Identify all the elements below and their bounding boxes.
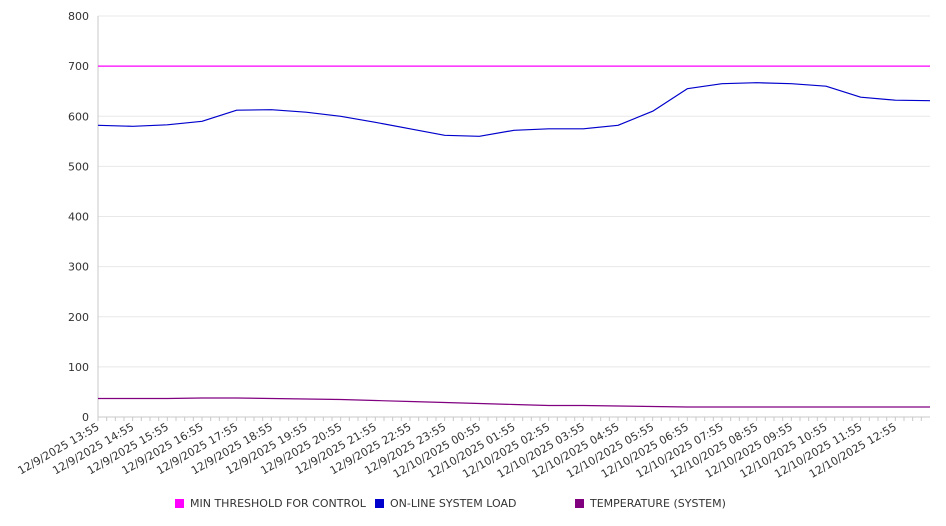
y-tick-label: 600	[68, 110, 89, 123]
y-tick-label: 300	[68, 261, 89, 274]
legend-item-load: ON-LINE SYSTEM LOAD	[375, 497, 516, 510]
y-tick-label: 0	[82, 411, 89, 424]
y-tick-label: 800	[68, 10, 89, 23]
series-line-temperature	[98, 397, 930, 408]
y-tick-label: 500	[68, 160, 89, 173]
legend-label-load: ON-LINE SYSTEM LOAD	[390, 497, 517, 510]
series-lines	[97, 65, 931, 408]
legend-item-threshold: MIN THRESHOLD FOR CONTROL	[175, 497, 366, 510]
y-tick-label: 700	[68, 60, 89, 73]
legend-label-threshold: MIN THRESHOLD FOR CONTROL	[190, 497, 366, 510]
y-tick-label: 100	[68, 361, 89, 374]
legend-swatch-threshold	[175, 499, 184, 508]
legend-label-temperature: TEMPERATURE (SYSTEM)	[590, 497, 726, 510]
legend: MIN THRESHOLD FOR CONTROL ON-LINE SYSTEM…	[0, 497, 946, 515]
legend-swatch-temperature	[575, 499, 584, 508]
legend-swatch-load	[375, 499, 384, 508]
y-axis-ticks: 0 100 200 300 400 500 600 700 800	[68, 10, 89, 424]
y-tick-label: 400	[68, 211, 89, 224]
y-tick-label: 200	[68, 311, 89, 324]
series-line-load	[97, 82, 931, 137]
legend-item-temperature: TEMPERATURE (SYSTEM)	[575, 497, 726, 510]
grid-lines	[98, 15, 930, 368]
